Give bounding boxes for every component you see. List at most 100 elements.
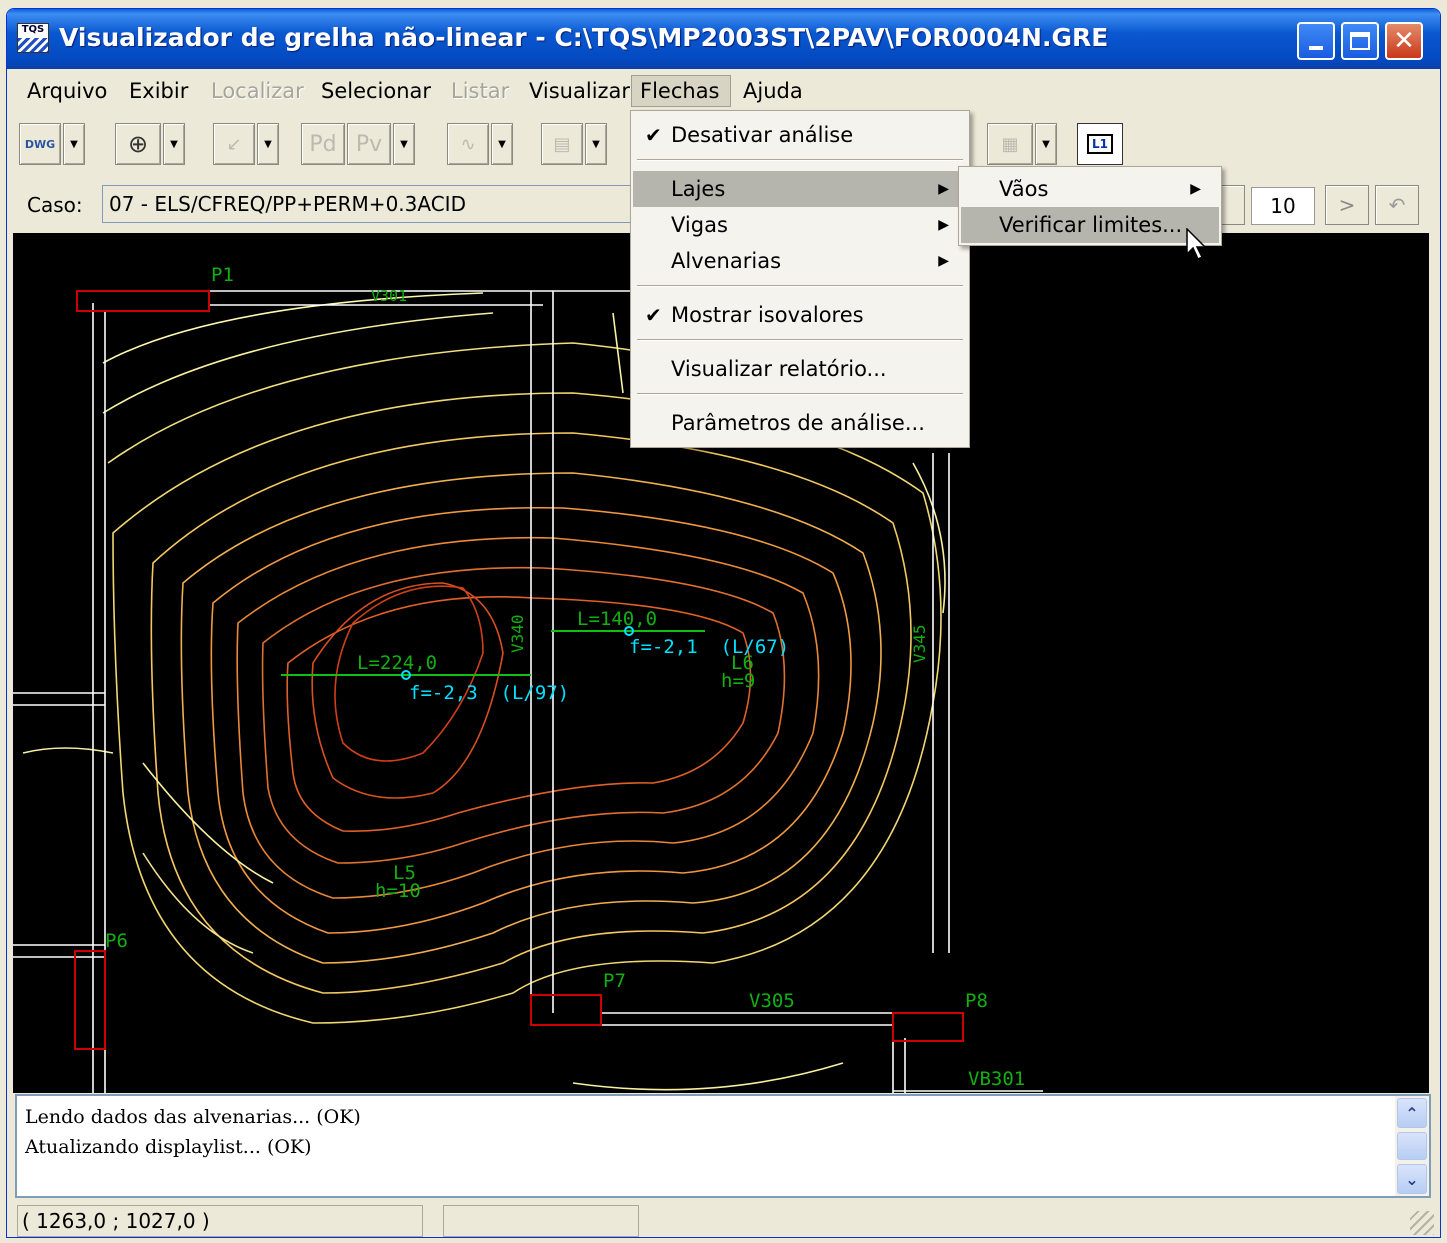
dwg-dropdown[interactable]: ▼ [63, 123, 85, 165]
console-line: Atualizando displaylist... (OK) [25, 1136, 312, 1158]
menu-listar[interactable]: Listar [451, 79, 510, 103]
structure-lines [13, 290, 1043, 1093]
span-length-left: L=224,0 [357, 652, 437, 674]
case-reset-button[interactable]: ↶ [1375, 185, 1419, 225]
dropdown-arrow-icon: ▼ [70, 138, 78, 150]
curve-dropdown[interactable]: ▼ [491, 123, 513, 165]
label-l6-height: h=9 [721, 670, 755, 692]
label-l5-height: h=10 [375, 880, 421, 902]
close-icon: ✕ [1393, 26, 1415, 56]
label-vb301: VB301 [968, 1068, 1025, 1090]
menu-item-visualizar-relatorio[interactable]: Visualizar relatório... [633, 351, 967, 387]
menu-item-label: Lajes [671, 177, 726, 201]
menu-item-parametros-analise[interactable]: Parâmetros de análise... [633, 405, 967, 441]
label-v301: V301 [371, 287, 407, 305]
menu-item-mostrar-isovalores[interactable]: ✔ Mostrar isovalores [633, 297, 967, 333]
maximize-button[interactable] [1341, 22, 1379, 60]
dropdown-arrow-icon: ▼ [592, 138, 600, 150]
scroll-up-button[interactable]: ⌃ [1397, 1098, 1427, 1128]
case-label: Caso: [27, 193, 83, 217]
zoom-dropdown[interactable]: ▼ [163, 123, 185, 165]
app-icon-stripes [18, 38, 48, 52]
case-prev-button[interactable] [1219, 185, 1245, 225]
label-l6: L6 [731, 652, 754, 674]
title-bar[interactable]: TQS Visualizador de grelha não-linear - … [7, 9, 1440, 69]
case-number-field[interactable]: 10 [1251, 187, 1315, 225]
menu-item-label: Verificar limites... [999, 213, 1183, 237]
close-button[interactable]: ✕ [1385, 22, 1423, 60]
label-p8: P8 [965, 990, 988, 1012]
menu-item-label: Parâmetros de análise... [671, 411, 925, 435]
label-p7: P7 [603, 970, 626, 992]
message-console[interactable]: Lendo dados das alvenarias... (OK) Atual… [15, 1094, 1431, 1198]
span-lines [281, 630, 705, 676]
pillars [74, 290, 964, 1050]
coordinate-axes-button[interactable]: ↙ [213, 123, 255, 165]
report-button[interactable]: ▤ [541, 123, 583, 165]
status-bar: ( 1263,0 ; 1027,0 ) [7, 1201, 1440, 1237]
case-bar: Caso: 07 - ELS/CFREQ/PP+PERM+0.3ACID 10 … [7, 175, 1440, 231]
resize-grip[interactable] [1410, 1211, 1434, 1235]
dropdown-arrow-icon: ▼ [400, 138, 408, 150]
cursor-coordinates: ( 1263,0 ; 1027,0 ) [17, 1205, 423, 1237]
chevron-down-icon: ⌄ [1405, 1169, 1419, 1189]
scroll-down-button[interactable]: ⌄ [1397, 1164, 1427, 1194]
menu-item-vigas[interactable]: Vigas ▶ [633, 207, 967, 243]
menu-visualizar[interactable]: Visualizar [529, 79, 631, 103]
grid-drawing: P1 V301 V340 V345 P6 P7 P8 V305 VB301 L5… [13, 264, 1043, 1093]
case-select[interactable]: 07 - ELS/CFREQ/PP+PERM+0.3ACID [102, 185, 642, 223]
zoom-button[interactable]: ⊕ [115, 123, 161, 165]
menu-item-label: Mostrar isovalores [671, 303, 864, 327]
console-scrollbar[interactable]: ⌃ ⌄ [1395, 1096, 1429, 1196]
print-button[interactable]: ▦ [987, 123, 1033, 165]
menu-item-desativar-analise[interactable]: ✔ Desativar análise [633, 117, 967, 153]
app-icon[interactable]: TQS [17, 23, 49, 53]
print-dropdown[interactable]: ▼ [1035, 123, 1057, 165]
label-p6: P6 [105, 930, 128, 952]
deflection-point-right [624, 626, 634, 636]
menu-item-alvenarias[interactable]: Alvenarias ▶ [633, 243, 967, 279]
menu-selecionar[interactable]: Selecionar [321, 79, 432, 103]
menu-arquivo[interactable]: Arquivo [27, 79, 108, 103]
menu-flechas[interactable]: Flechas [631, 75, 731, 107]
curve-button[interactable]: ∿ [447, 123, 489, 165]
report-icon: ▤ [553, 133, 571, 155]
submenu-arrow-icon: ▶ [1190, 181, 1201, 197]
console-line: Lendo dados das alvenarias... (OK) [25, 1106, 361, 1128]
checkmark-icon: ✔ [645, 303, 662, 327]
menu-separator [637, 339, 963, 341]
pillar-p6 [74, 950, 106, 1050]
pv-button[interactable]: Pv [347, 123, 391, 165]
menu-exibir[interactable]: Exibir [129, 79, 189, 103]
pillar-p7 [530, 994, 602, 1026]
print-icon: ▦ [1001, 133, 1019, 155]
menu-item-lajes[interactable]: Lajes ▶ [633, 171, 967, 207]
menu-localizar[interactable]: Localizar [211, 79, 304, 103]
axes-icon: ↙ [226, 133, 242, 155]
case-next-button[interactable]: > [1325, 185, 1369, 225]
menu-ajuda[interactable]: Ajuda [743, 79, 803, 103]
pv-dropdown[interactable]: ▼ [393, 123, 415, 165]
span-length-right: L=140,0 [577, 608, 657, 630]
dwg-button[interactable]: DWG [19, 123, 61, 165]
mouse-cursor-icon [1186, 228, 1207, 261]
dropdown-arrow-icon: ▼ [264, 138, 272, 150]
deflection-right: f=-2,1 (L/67) [629, 636, 789, 658]
axes-dropdown[interactable]: ▼ [257, 123, 279, 165]
menu-separator [637, 285, 963, 287]
curve-icon: ∿ [460, 133, 476, 155]
menu-item-vaos[interactable]: Vãos ▶ [961, 171, 1219, 207]
menu-separator [637, 159, 963, 161]
minimize-button[interactable] [1297, 22, 1335, 60]
dropdown-arrow-icon: ▼ [1042, 138, 1050, 150]
scroll-thumb[interactable] [1397, 1132, 1427, 1160]
label-v340: V340 [508, 614, 527, 653]
pd-button[interactable]: Pd [301, 123, 345, 165]
flechas-menu: ✔ Desativar análise Lajes ▶ Vigas ▶ Alve… [630, 110, 970, 448]
report-dropdown[interactable]: ▼ [585, 123, 607, 165]
window-title: Visualizador de grelha não-linear - C:\T… [59, 23, 1109, 52]
menu-item-verificar-limites[interactable]: Verificar limites... [961, 207, 1219, 243]
l1-toggle-button[interactable]: L1 [1077, 123, 1123, 165]
app-icon-text: TQS [21, 24, 45, 35]
label-l5: L5 [393, 862, 416, 884]
